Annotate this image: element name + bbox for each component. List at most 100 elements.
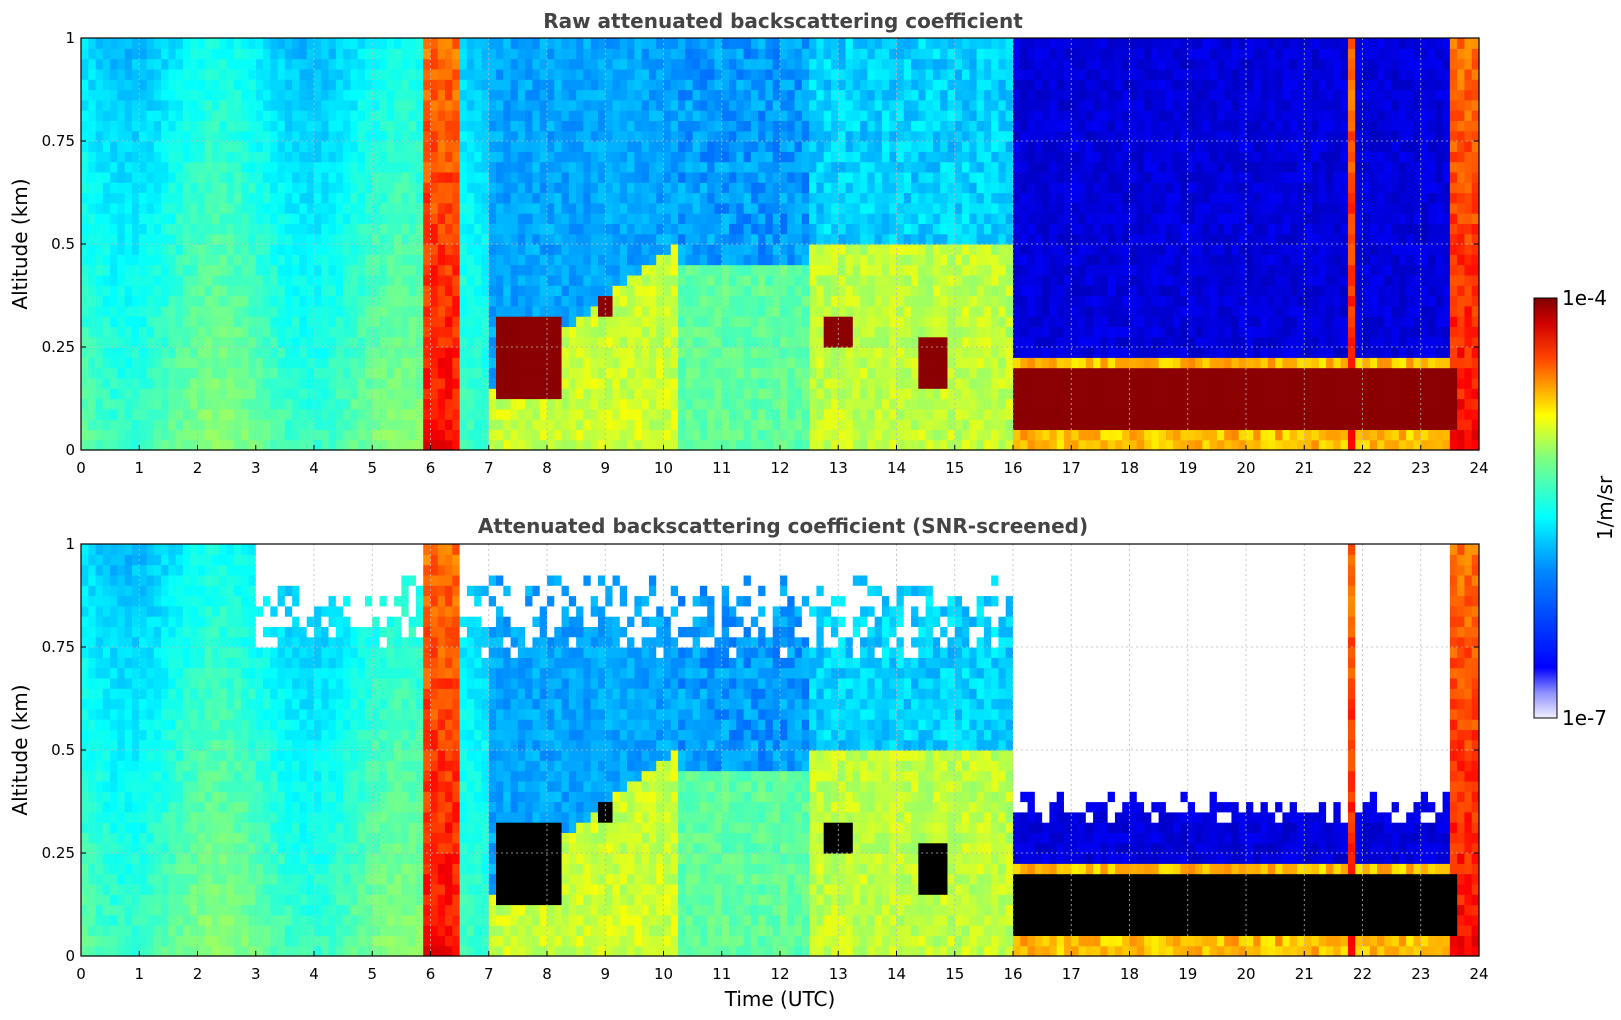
heatmap-cell bbox=[867, 171, 876, 183]
heatmap-cell bbox=[714, 213, 723, 224]
heatmap-cell bbox=[656, 130, 665, 142]
heatmap-cell bbox=[685, 429, 694, 441]
heatmap-cell bbox=[568, 202, 577, 214]
heatmap-cell bbox=[321, 295, 330, 307]
heatmap-cell bbox=[81, 89, 89, 101]
heatmap-cell bbox=[153, 202, 162, 214]
heatmap-cell bbox=[830, 388, 839, 400]
heatmap-cell bbox=[750, 151, 759, 163]
heatmap-cell bbox=[110, 130, 119, 142]
heatmap-cell bbox=[161, 305, 169, 317]
heatmap-cell bbox=[809, 357, 818, 369]
heatmap-cell bbox=[772, 182, 781, 194]
heatmap-cell bbox=[692, 347, 701, 358]
heatmap-cell bbox=[612, 192, 621, 204]
heatmap-cell bbox=[321, 223, 330, 235]
heatmap-cell bbox=[81, 408, 89, 420]
heatmap-cell bbox=[415, 429, 424, 441]
heatmap-cell bbox=[372, 244, 381, 255]
heatmap-cell bbox=[459, 244, 468, 255]
heatmap-cell bbox=[81, 202, 89, 214]
heatmap-cell bbox=[568, 254, 577, 266]
heatmap-cell bbox=[474, 274, 483, 286]
heatmap-cell bbox=[809, 99, 818, 111]
heatmap-cell bbox=[364, 120, 373, 132]
heatmap-cell bbox=[736, 336, 745, 348]
heatmap-cell bbox=[830, 141, 839, 152]
heatmap-cell bbox=[379, 326, 388, 338]
heatmap-cell bbox=[117, 213, 126, 224]
heatmap-cell bbox=[139, 171, 148, 183]
heatmap-cell bbox=[153, 336, 162, 348]
heatmap-cell bbox=[452, 429, 461, 441]
heatmap-cell bbox=[612, 377, 621, 389]
heatmap-cell bbox=[889, 316, 898, 327]
heatmap-cell bbox=[219, 202, 228, 214]
heatmap-cell bbox=[95, 68, 104, 80]
heatmap-cell bbox=[292, 347, 301, 358]
heatmap-cell bbox=[787, 377, 796, 389]
heatmap-cell bbox=[190, 347, 199, 358]
heatmap-cell bbox=[983, 141, 992, 152]
heatmap-cell bbox=[445, 79, 453, 91]
heatmap-cell bbox=[532, 223, 541, 235]
heatmap-cell bbox=[678, 367, 686, 379]
heatmap-cell bbox=[212, 223, 220, 235]
heatmap-cell bbox=[561, 285, 570, 297]
heatmap-cell bbox=[241, 110, 250, 121]
heatmap-cell bbox=[379, 171, 388, 183]
heatmap-cell bbox=[663, 388, 672, 400]
heatmap-cell bbox=[445, 151, 453, 163]
heatmap-cell bbox=[758, 68, 767, 80]
heatmap-cell bbox=[692, 398, 701, 410]
heatmap-cell bbox=[561, 38, 570, 49]
heatmap-cell bbox=[314, 326, 322, 338]
heatmap-cell bbox=[881, 439, 890, 451]
heatmap-cell bbox=[554, 202, 563, 214]
heatmap-cell bbox=[197, 254, 206, 266]
heatmap-cell bbox=[430, 161, 439, 173]
heatmap-cell bbox=[488, 244, 497, 255]
heatmap-cell bbox=[889, 326, 898, 338]
heatmap-cell bbox=[925, 419, 934, 430]
heatmap-cell bbox=[102, 408, 111, 420]
heatmap-cell bbox=[714, 274, 723, 286]
heatmap-cell bbox=[678, 285, 686, 297]
heatmap-cell bbox=[597, 398, 606, 410]
heatmap-cell bbox=[707, 305, 716, 317]
heatmap-cell bbox=[481, 274, 490, 286]
heatmap-cell bbox=[823, 120, 832, 132]
heatmap-cell bbox=[568, 213, 577, 224]
heatmap-cell bbox=[270, 58, 279, 70]
heatmap-cell bbox=[423, 192, 432, 204]
heatmap-cell bbox=[648, 68, 657, 80]
heatmap-cell bbox=[947, 357, 956, 369]
heatmap-cell bbox=[350, 326, 359, 338]
heatmap-cell bbox=[656, 89, 665, 101]
heatmap-cell bbox=[248, 285, 257, 297]
heatmap-cell bbox=[161, 336, 169, 348]
heatmap-cell bbox=[408, 388, 417, 400]
heatmap-cell bbox=[517, 38, 526, 49]
heatmap-cell bbox=[525, 398, 534, 410]
heatmap-cell bbox=[117, 408, 126, 420]
heatmap-cell bbox=[729, 295, 737, 307]
heatmap-cell bbox=[583, 347, 592, 358]
heatmap-cell bbox=[394, 347, 402, 358]
heatmap-cell bbox=[780, 171, 788, 183]
heatmap-cell bbox=[823, 192, 832, 204]
heatmap-cell bbox=[852, 223, 861, 235]
heatmap-cell bbox=[634, 38, 643, 49]
heatmap-cell bbox=[445, 110, 453, 121]
heatmap-cell bbox=[190, 213, 199, 224]
heatmap-cell bbox=[743, 377, 752, 389]
heatmap-cell bbox=[532, 130, 541, 142]
heatmap-cell bbox=[88, 99, 97, 111]
heatmap-cell bbox=[350, 264, 359, 276]
heatmap-cell bbox=[452, 316, 461, 327]
heatmap-cell bbox=[401, 408, 410, 420]
heatmap-cell bbox=[496, 408, 504, 420]
heatmap-cell bbox=[801, 295, 810, 307]
heatmap-cell bbox=[714, 110, 723, 121]
heatmap-cell bbox=[182, 161, 191, 173]
